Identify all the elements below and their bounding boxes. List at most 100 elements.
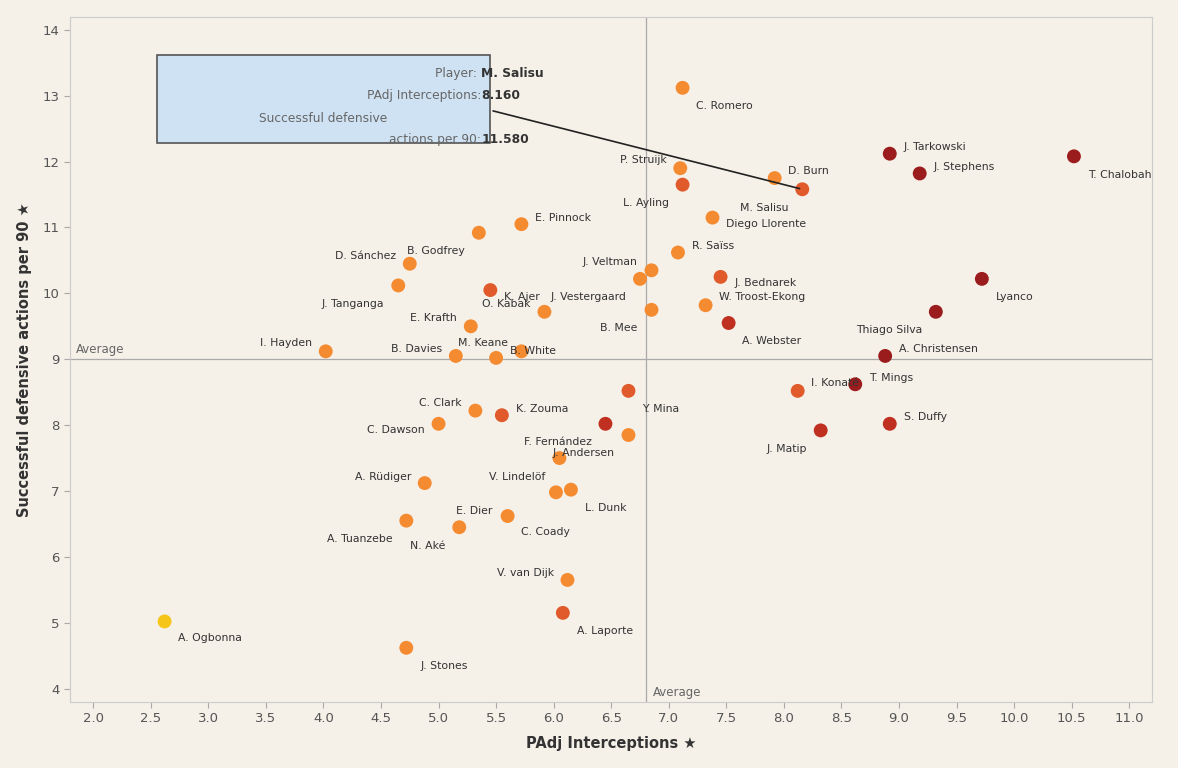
Text: M. Keane: M. Keane: [457, 339, 508, 349]
Text: O. Kabak: O. Kabak: [482, 299, 530, 309]
Point: [487, 352, 505, 364]
Text: A. Rüdiger: A. Rüdiger: [355, 472, 411, 482]
Text: 11.580: 11.580: [481, 133, 529, 146]
Text: K. Ajer: K. Ajer: [504, 292, 540, 302]
Text: I. Hayden: I. Hayden: [260, 339, 312, 349]
Point: [812, 424, 830, 436]
Point: [389, 280, 408, 292]
Text: V. van Dijk: V. van Dijk: [497, 568, 554, 578]
Text: E. Krafth: E. Krafth: [410, 313, 457, 323]
Text: L. Ayling: L. Ayling: [623, 198, 669, 208]
Text: C. Clark: C. Clark: [419, 398, 462, 408]
Point: [793, 183, 812, 195]
Text: J. Tarkowski: J. Tarkowski: [904, 142, 966, 152]
Point: [498, 510, 517, 522]
Point: [642, 303, 661, 316]
Text: E. Dier: E. Dier: [456, 506, 492, 516]
Point: [911, 167, 929, 180]
Text: J. Stephens: J. Stephens: [933, 162, 994, 172]
Text: C. Dawson: C. Dawson: [368, 425, 425, 435]
Text: I. Konaté: I. Konaté: [812, 378, 860, 388]
Point: [462, 320, 481, 333]
Text: B. White: B. White: [510, 346, 556, 356]
Point: [558, 574, 577, 586]
Point: [416, 477, 435, 489]
Text: A. Tuanzebe: A. Tuanzebe: [326, 534, 392, 544]
Text: V. Lindelöf: V. Lindelöf: [489, 472, 545, 482]
Text: N. Aké: N. Aké: [410, 541, 445, 551]
Text: T. Chalobah: T. Chalobah: [1087, 170, 1151, 180]
Point: [397, 515, 416, 527]
Point: [673, 178, 691, 190]
Point: [446, 349, 465, 362]
X-axis label: PAdj Interceptions ★: PAdj Interceptions ★: [525, 737, 696, 751]
Point: [450, 521, 469, 533]
Point: [492, 409, 511, 422]
Point: [972, 273, 991, 285]
Point: [481, 284, 499, 296]
Text: K. Zouma: K. Zouma: [516, 404, 568, 414]
Point: [466, 405, 485, 417]
Point: [712, 271, 730, 283]
Point: [926, 306, 945, 318]
Point: [429, 418, 448, 430]
Text: R. Saïss: R. Saïss: [691, 241, 734, 251]
Text: Average: Average: [75, 343, 125, 356]
Point: [630, 273, 649, 285]
Point: [696, 299, 715, 311]
Text: J. Matip: J. Matip: [767, 444, 807, 454]
Text: J. Tanganga: J. Tanganga: [322, 299, 384, 309]
Point: [397, 641, 416, 654]
Point: [469, 227, 488, 239]
FancyBboxPatch shape: [157, 55, 490, 143]
Point: [317, 345, 336, 357]
Point: [596, 418, 615, 430]
Text: P. Struijk: P. Struijk: [620, 155, 667, 165]
Point: [401, 257, 419, 270]
Text: E. Pinnock: E. Pinnock: [535, 213, 591, 223]
Point: [788, 385, 807, 397]
Point: [720, 317, 739, 329]
Point: [642, 264, 661, 276]
Text: B. Mee: B. Mee: [601, 323, 637, 333]
Text: D. Burn: D. Burn: [788, 167, 829, 177]
Text: B. Davies: B. Davies: [391, 344, 442, 354]
Text: S. Duffy: S. Duffy: [904, 412, 947, 422]
Point: [155, 615, 174, 627]
Point: [1065, 151, 1084, 163]
Text: J. Andersen: J. Andersen: [552, 449, 615, 458]
Text: J. Veltman: J. Veltman: [583, 257, 637, 267]
Text: B. Godfrey: B. Godfrey: [408, 247, 465, 257]
Text: Average: Average: [653, 686, 701, 699]
Text: PAdj Interceptions:: PAdj Interceptions:: [366, 89, 481, 102]
Text: C. Romero: C. Romero: [696, 101, 753, 111]
Text: Diego Llorente: Diego Llorente: [727, 219, 807, 229]
Text: 8.160: 8.160: [481, 89, 521, 102]
Text: A. Christensen: A. Christensen: [899, 344, 978, 354]
Text: W. Troost-Ekong: W. Troost-Ekong: [720, 293, 806, 303]
Text: Successful defensive: Successful defensive: [259, 111, 388, 124]
Point: [846, 378, 865, 390]
Text: M. Salisu: M. Salisu: [740, 203, 788, 213]
Text: J. Stones: J. Stones: [421, 661, 468, 671]
Point: [562, 484, 581, 496]
Text: A. Webster: A. Webster: [742, 336, 801, 346]
Text: F. Fernández: F. Fernández: [524, 437, 591, 447]
Point: [880, 418, 899, 430]
Text: M. Salisu: M. Salisu: [481, 67, 544, 80]
Text: J. Vestergaard: J. Vestergaard: [550, 293, 627, 303]
Point: [880, 147, 899, 160]
Text: Y. Mina: Y. Mina: [642, 404, 680, 414]
Point: [875, 349, 894, 362]
Text: D. Sánchez: D. Sánchez: [335, 251, 396, 261]
Point: [670, 162, 689, 174]
Point: [620, 429, 638, 441]
Point: [550, 452, 569, 464]
Text: Player:: Player:: [436, 67, 481, 80]
Point: [512, 218, 531, 230]
Point: [620, 385, 638, 397]
Text: J. Bednarek: J. Bednarek: [734, 279, 796, 289]
Point: [669, 247, 688, 259]
Text: L. Dunk: L. Dunk: [584, 503, 627, 513]
Text: T. Mings: T. Mings: [869, 372, 913, 382]
